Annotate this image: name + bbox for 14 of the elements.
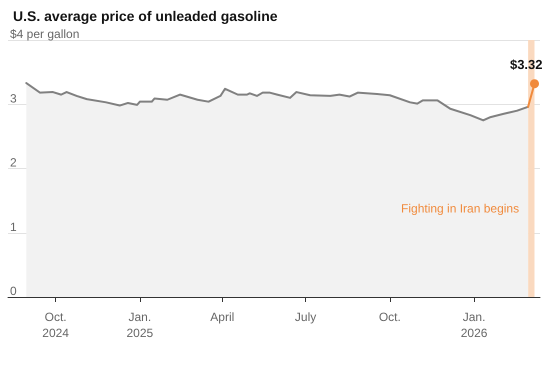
- y-tick-label: 3: [10, 91, 17, 106]
- x-tick-label: July: [294, 310, 316, 324]
- x-tick-label: Oct.: [378, 310, 401, 324]
- y-tick-label: 1: [10, 220, 17, 234]
- y-tick-label: $4 per gallon: [10, 27, 80, 41]
- y-tick-label: 2: [10, 156, 17, 170]
- data-label: $3.32: [510, 57, 543, 72]
- band-label: Fighting in Iran begins: [401, 202, 520, 216]
- x-tick-label: Jan. 2026: [460, 310, 488, 340]
- x-tick-label: April: [210, 310, 234, 324]
- y-tick-label: 0: [10, 284, 17, 298]
- x-tick-label: Jan. 2025: [126, 310, 154, 340]
- chart-title: U.S. average price of unleaded gasoline: [13, 8, 278, 24]
- x-tick-label: Oct. 2024: [42, 310, 70, 340]
